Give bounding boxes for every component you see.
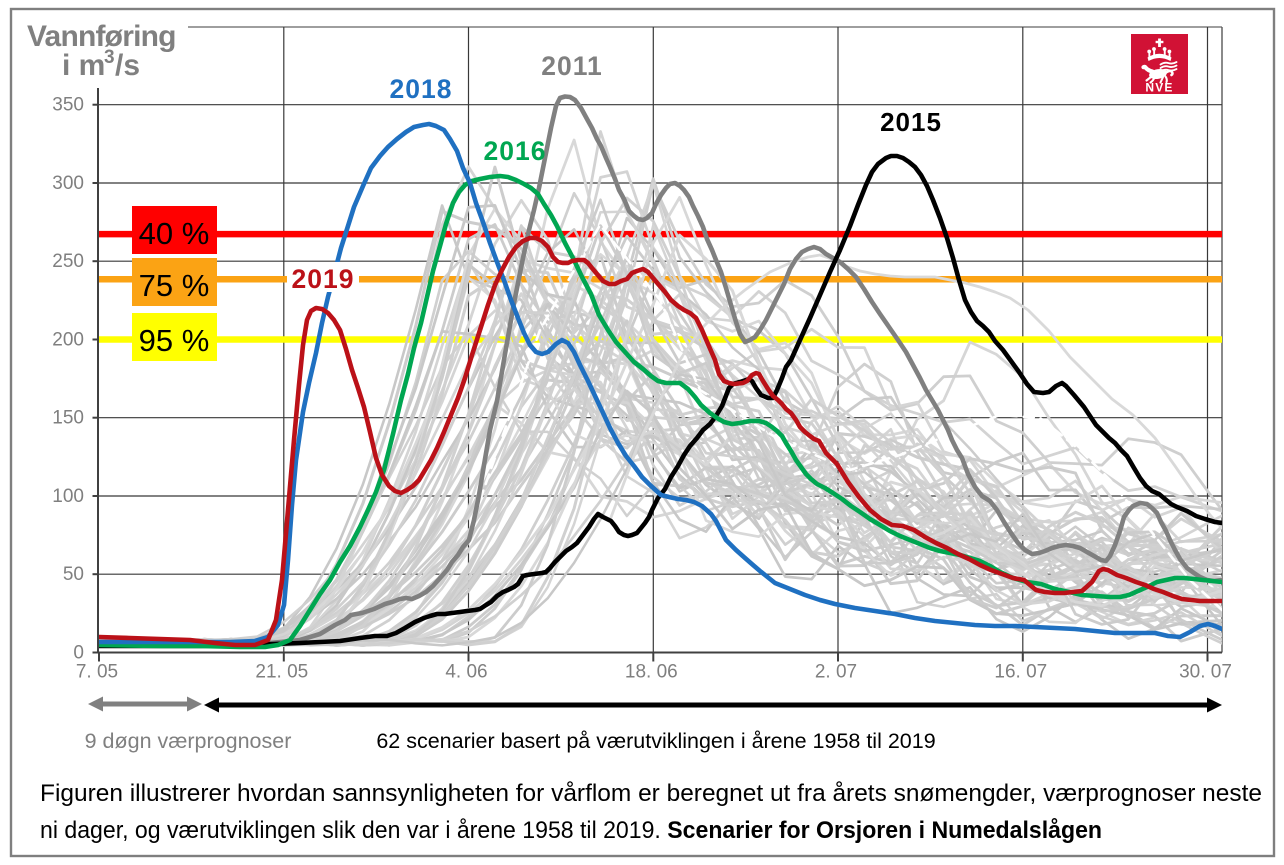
svg-text:Figuren illustrerer hvordan sa: Figuren illustrerer hvordan sannsynlighe… xyxy=(40,780,1262,807)
svg-text:300: 300 xyxy=(52,173,84,194)
svg-text:75 %: 75 % xyxy=(139,268,210,303)
svg-text:350: 350 xyxy=(52,95,84,116)
svg-text:250: 250 xyxy=(52,251,84,272)
svg-text:3: 3 xyxy=(104,47,115,68)
svg-text:18. 06: 18. 06 xyxy=(625,662,678,683)
svg-text:40 %: 40 % xyxy=(139,216,210,251)
svg-text:200: 200 xyxy=(52,330,84,351)
svg-text:2016: 2016 xyxy=(484,136,547,166)
svg-text:21. 05: 21. 05 xyxy=(255,662,308,683)
svg-text:2015: 2015 xyxy=(880,107,942,137)
svg-text:30. 07: 30. 07 xyxy=(1179,662,1232,683)
svg-text:/s: /s xyxy=(115,49,140,82)
svg-text:2018: 2018 xyxy=(390,74,453,104)
svg-text:9 døgn værprognoser: 9 døgn værprognoser xyxy=(85,729,292,753)
svg-text:95 %: 95 % xyxy=(139,323,210,358)
svg-text:150: 150 xyxy=(52,408,84,429)
svg-text:i m: i m xyxy=(62,49,105,82)
svg-text:100: 100 xyxy=(52,486,84,507)
svg-text:2019: 2019 xyxy=(292,264,355,294)
svg-text:2. 07: 2. 07 xyxy=(815,662,857,683)
svg-text:50: 50 xyxy=(63,564,84,585)
svg-text:NVE: NVE xyxy=(1145,81,1173,95)
svg-text:7. 05: 7. 05 xyxy=(76,662,118,683)
svg-text:2011: 2011 xyxy=(541,51,603,81)
svg-text:0: 0 xyxy=(73,643,84,664)
svg-text:4. 06: 4. 06 xyxy=(445,662,487,683)
svg-text:Vannføring: Vannføring xyxy=(27,20,176,53)
svg-text:62 scenarier basert på værutvi: 62 scenarier basert på værutviklingen i … xyxy=(376,729,935,753)
svg-text:16. 07: 16. 07 xyxy=(994,662,1047,683)
svg-text:ni dager, og værutviklingen sl: ni dager, og værutviklingen slik den var… xyxy=(40,817,1102,844)
